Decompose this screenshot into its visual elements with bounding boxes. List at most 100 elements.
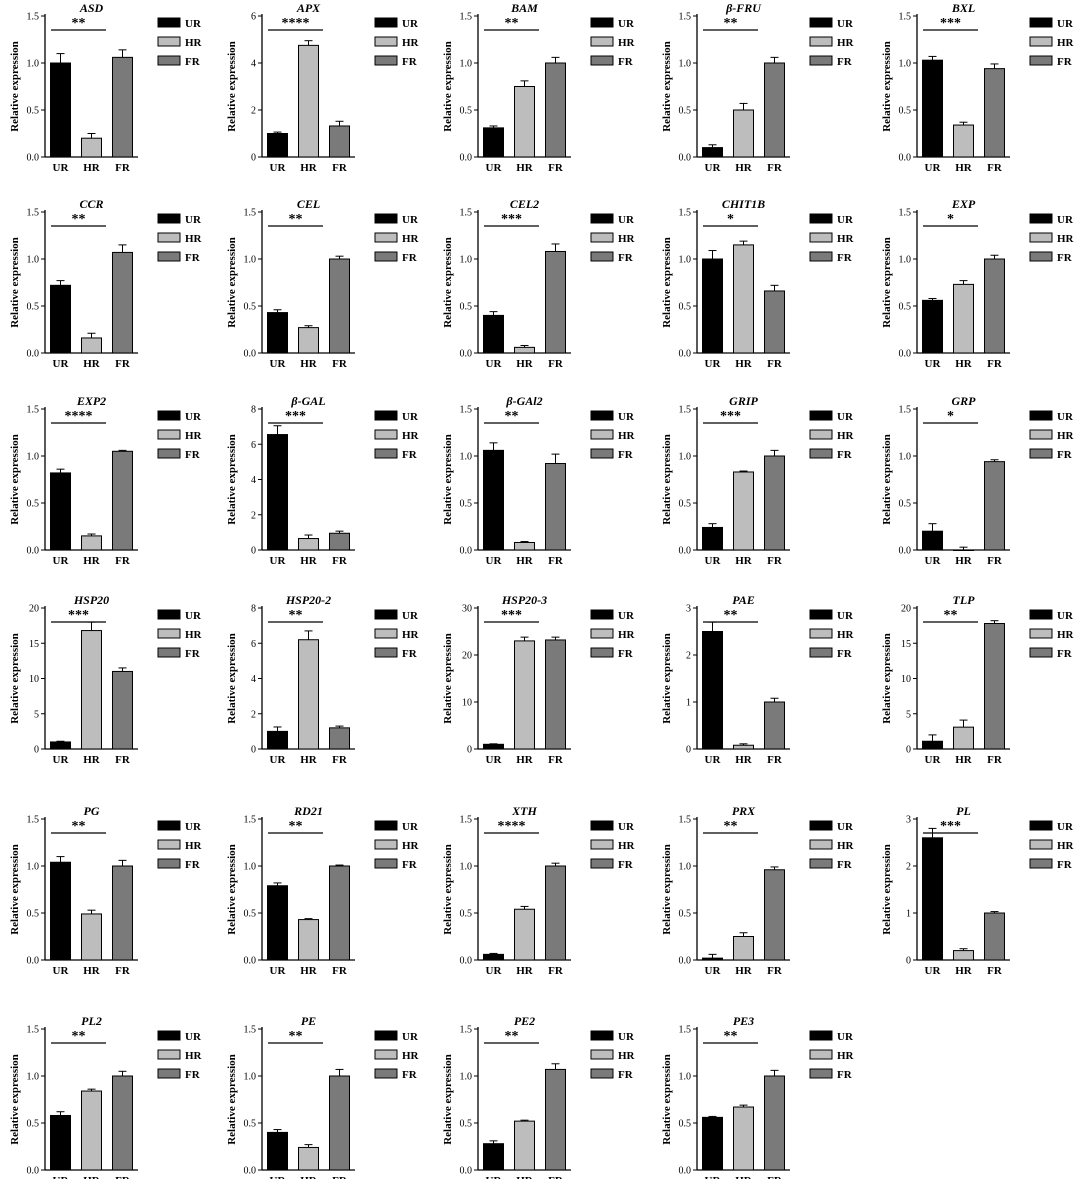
y-axis-label: Relative expression <box>881 633 893 724</box>
y-tick-label: 0.0 <box>27 1166 40 1177</box>
y-tick-label: 0.5 <box>679 909 692 920</box>
legend-swatch-fr <box>590 858 614 869</box>
bar-hr <box>514 541 535 551</box>
legend-swatch-ur <box>1029 609 1053 620</box>
bar-ur <box>50 1114 71 1171</box>
legend-swatch-fr <box>1029 448 1053 459</box>
x-tick-label: UR <box>270 1175 287 1179</box>
y-tick-label: 0.5 <box>679 1119 692 1130</box>
chart-panel-fru: β-FRU Relative expression 0.0 0.5 1.0 1.5 UR HR… <box>661 1 855 174</box>
y-tick-label: 1 <box>906 909 911 920</box>
legend-swatch-ur <box>374 609 398 620</box>
y-tick-label: 1.0 <box>899 59 912 70</box>
x-tick-label: UR <box>925 358 942 370</box>
bar-ur <box>483 314 504 354</box>
y-tick-label: 0 <box>906 956 911 967</box>
y-tick-label: 2 <box>906 862 911 873</box>
legend-swatch-ur <box>809 1030 833 1041</box>
legend-label-ur: UR <box>185 411 202 423</box>
bar-fr <box>329 1075 350 1171</box>
y-tick-label: 6 <box>251 440 256 451</box>
legend-label-hr: HR <box>185 430 203 442</box>
x-tick-label: UR <box>486 1175 503 1179</box>
legend-label-fr: FR <box>402 859 418 871</box>
bar-hr <box>81 535 102 551</box>
legend-swatch-hr <box>157 36 181 47</box>
significance-label: ** <box>289 819 303 834</box>
legend-label-fr: FR <box>837 1069 853 1081</box>
y-tick-label: 2 <box>686 651 691 662</box>
chart-panel-xth: XTH Relative expression 0.0 0.5 1.0 1.5 UR HR FR… <box>442 804 636 977</box>
legend-label-ur: UR <box>185 214 202 226</box>
x-tick-label: FR <box>548 965 564 977</box>
legend-swatch-hr <box>157 839 181 850</box>
legend-label-hr: HR <box>837 1050 855 1062</box>
chart-panel-prx: PRX Relative expression 0.0 0.5 1.0 1.5 UR HR FR… <box>661 804 855 977</box>
significance-label: *** <box>720 409 741 424</box>
bar-ur <box>702 526 723 551</box>
y-tick-label: 1.0 <box>460 1072 473 1083</box>
legend-label-fr: FR <box>618 1069 634 1081</box>
y-tick-label: 0.5 <box>244 302 257 313</box>
bar-hr <box>81 913 102 961</box>
legend-swatch-hr <box>157 429 181 440</box>
legend-label-hr: HR <box>618 1050 636 1062</box>
chart-title: RD21 <box>293 804 323 818</box>
y-tick-label: 0.5 <box>679 106 692 117</box>
legend-swatch-ur <box>590 609 614 620</box>
y-tick-label: 0.0 <box>460 546 473 557</box>
x-tick-label: HR <box>300 555 318 567</box>
legend-label-hr: HR <box>185 233 203 245</box>
chart-title: TLP <box>953 593 976 607</box>
x-tick-label: FR <box>548 754 564 766</box>
legend-label-fr: FR <box>402 56 418 68</box>
chart-title: HSP20-2 <box>285 593 331 607</box>
legend-label-fr: FR <box>618 56 634 68</box>
y-tick-label: 0.0 <box>679 546 692 557</box>
chart-title: CEL2 <box>510 197 539 211</box>
x-tick-label: HR <box>735 965 753 977</box>
bar-ur <box>50 284 71 354</box>
x-tick-label: HR <box>300 162 318 174</box>
legend-swatch-ur <box>590 1030 614 1041</box>
x-tick-label: FR <box>987 965 1003 977</box>
chart-title: HSP20-3 <box>501 593 547 607</box>
bar-ur <box>267 885 288 961</box>
y-axis-label: Relative expression <box>226 633 238 724</box>
legend-label-ur: UR <box>618 18 635 30</box>
legend-label-hr: HR <box>1057 37 1075 49</box>
y-tick-label: 3 <box>906 815 911 826</box>
legend-label-ur: UR <box>1057 411 1074 423</box>
legend-label-ur: UR <box>837 18 854 30</box>
x-tick-label: HR <box>735 555 753 567</box>
legend-swatch-fr <box>1029 251 1053 262</box>
legend-swatch-fr <box>809 55 833 66</box>
significance-label: ** <box>724 819 738 834</box>
y-tick-label: 1.0 <box>27 452 40 463</box>
y-axis-label: Relative expression <box>9 633 21 724</box>
legend-swatch-hr <box>590 1049 614 1060</box>
legend-swatch-fr <box>157 858 181 869</box>
y-axis-label: Relative expression <box>442 434 454 525</box>
chart-title: CHIT1B <box>722 197 765 211</box>
bar-ur <box>50 741 71 750</box>
y-tick-label: 1.0 <box>899 255 912 266</box>
y-tick-label: 1.0 <box>679 1072 692 1083</box>
x-tick-label: UR <box>486 965 503 977</box>
x-tick-label: UR <box>53 555 70 567</box>
significance-label: ** <box>724 1029 738 1044</box>
significance-label: ** <box>724 16 738 31</box>
y-tick-label: 1.5 <box>244 815 257 826</box>
x-tick-label: UR <box>53 358 70 370</box>
legend-label-hr: HR <box>837 233 855 245</box>
bar-fr <box>545 639 566 750</box>
chart-panel-pae: PAE Relative expression 0 1 2 3 UR HR FR ** UR HR FR <box>661 593 855 766</box>
legend-label-hr: HR <box>1057 629 1075 641</box>
x-tick-label: FR <box>548 358 564 370</box>
y-tick-label: 2 <box>251 510 256 521</box>
legend-swatch-fr <box>157 251 181 262</box>
legend-label-ur: UR <box>185 610 202 622</box>
legend-swatch-fr <box>590 448 614 459</box>
chart-panel-cel: CEL Relative expression 0.0 0.5 1.0 1.5 UR HR FR… <box>226 197 420 370</box>
legend-swatch-hr <box>157 1049 181 1060</box>
